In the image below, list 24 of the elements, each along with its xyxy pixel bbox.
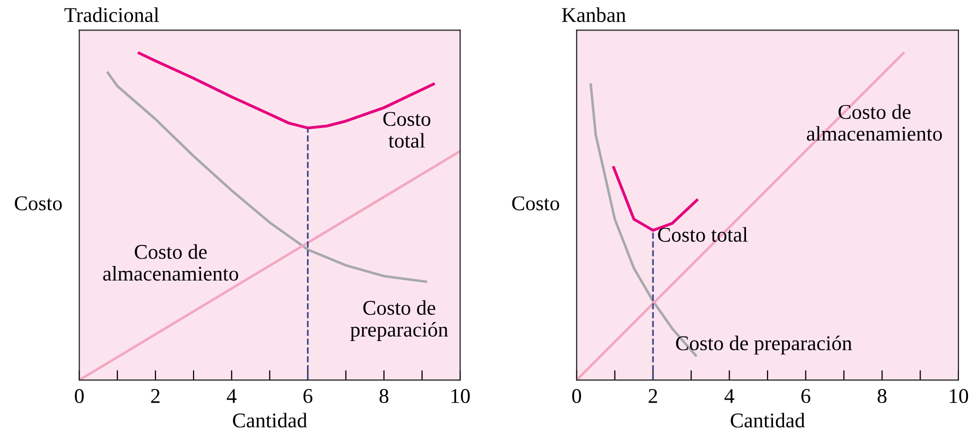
x-tick-label: 6 (303, 389, 312, 404)
x-tick-label: 2 (151, 389, 160, 403)
x-axis-title: Cantidad (730, 412, 805, 428)
y-axis-title: Costo (14, 196, 62, 210)
x-axis-title: Cantidad (232, 412, 308, 428)
series-label: Costo de almacenamiento (103, 244, 238, 281)
x-tick-label: 8 (380, 389, 388, 404)
x-tick-label: 10 (452, 389, 470, 404)
x-tick-label: 0 (572, 389, 582, 404)
x-tick-label: 4 (724, 389, 734, 403)
x-tick-label: 2 (648, 389, 658, 403)
x-tick-label: 4 (226, 389, 237, 403)
chart-title: Tradicional (64, 7, 159, 22)
x-tick-label: 10 (950, 389, 968, 404)
series-label: Costo de almacenamiento (806, 104, 942, 141)
x-tick-label: 8 (878, 389, 886, 404)
y-axis-title: Costo (512, 196, 560, 210)
series-label: Costo de preparación (350, 300, 448, 341)
x-tick-label: 0 (74, 389, 84, 404)
series-label: Costo total (383, 112, 430, 148)
x-tick-label: 6 (801, 389, 810, 404)
chart-title: Kanban (562, 7, 626, 22)
series-label: Costo de preparación (676, 336, 852, 355)
series-label: Costo total (658, 227, 748, 242)
